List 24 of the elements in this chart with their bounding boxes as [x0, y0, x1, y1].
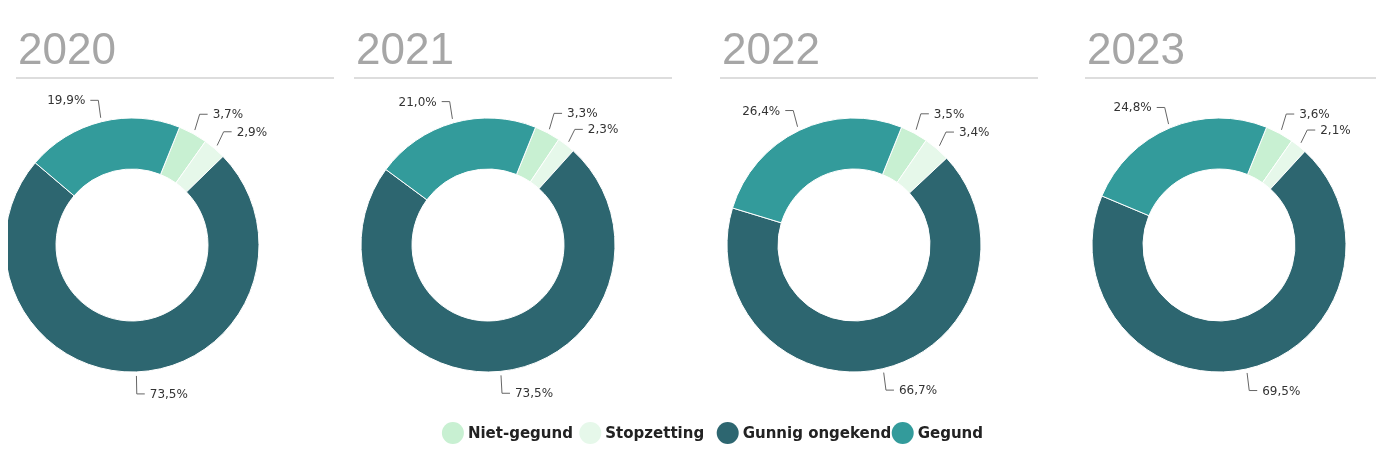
chart-title: 2023 — [1087, 24, 1185, 73]
chart-title: 2022 — [722, 24, 820, 73]
chart-title: 2020 — [18, 24, 116, 73]
data-label: 26,4% — [742, 103, 781, 118]
data-label: 3,3% — [567, 106, 598, 121]
data-label: 2,1% — [1320, 123, 1351, 138]
data-label: 2,9% — [236, 124, 268, 139]
data-label: 21,0% — [398, 94, 437, 109]
data-label: 73,5% — [514, 386, 554, 401]
legend-label: Stopzetting — [605, 424, 705, 442]
chart-title: 2021 — [356, 24, 454, 73]
data-label: 3,7% — [212, 107, 244, 122]
data-label: 66,7% — [898, 383, 938, 398]
legend-label: Gunnig ongekend — [742, 424, 892, 442]
data-label: 3,4% — [958, 125, 990, 140]
legend-label: Niet-gegund — [467, 424, 573, 442]
data-label: 24,8% — [1113, 100, 1152, 115]
data-label: 3,5% — [933, 106, 965, 121]
legend-label: Gegund — [917, 424, 984, 442]
data-label: 69,5% — [1262, 383, 1301, 398]
data-label: 2,3% — [587, 122, 619, 137]
data-label: 73,5% — [149, 386, 188, 401]
data-label: 19,9% — [47, 93, 86, 108]
data-label: 3,6% — [1299, 107, 1330, 122]
